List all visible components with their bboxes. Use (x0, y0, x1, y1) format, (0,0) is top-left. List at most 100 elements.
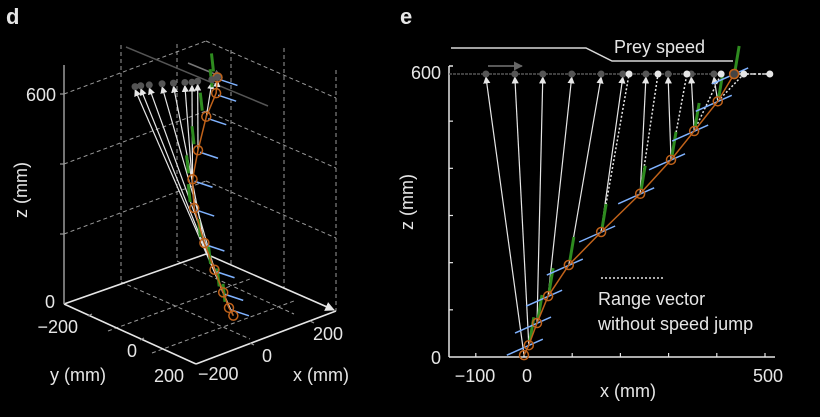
prey-point-3d (158, 80, 166, 88)
predator-point-3d (188, 202, 200, 214)
e-ticks (449, 120, 766, 357)
velocity-vector-3d (194, 180, 213, 188)
range-vector (511, 76, 530, 346)
prey-point (664, 70, 672, 78)
prey-speed-label: Prey speed (614, 37, 705, 57)
green-segment-3d (185, 155, 191, 174)
predator-path-e (523, 73, 735, 356)
panel-e: e 600 0 −100 0 500 x (mm) z (mm) Prey sp… (397, 4, 783, 401)
predator-point-3d (217, 287, 229, 298)
prey-point-3d (213, 73, 221, 81)
panel-e-marks (449, 45, 774, 361)
range-vector (547, 76, 575, 297)
green-segment-3d (186, 183, 192, 203)
green-segment (733, 45, 741, 71)
axes-3d (63, 253, 337, 365)
prey-point (597, 70, 605, 78)
panel-d: d (6, 4, 349, 386)
x-tick-200-d: 200 (313, 324, 343, 344)
green-segment (600, 203, 608, 229)
z-axis-label-e: z (mm) (397, 174, 417, 230)
velocity-vector-3d (195, 209, 215, 217)
predator-point-3d (228, 310, 239, 321)
range-vector (664, 76, 672, 160)
panel-letter-e: e (400, 4, 412, 29)
predator-point (523, 339, 535, 351)
prey-point-3d (181, 78, 189, 86)
predator-path-d (191, 77, 234, 317)
range-vector (568, 76, 604, 266)
z-tick-0-e: 0 (431, 348, 441, 368)
prey-point-3d (131, 83, 139, 91)
x-tick-neg200-d: −200 (198, 364, 239, 384)
prey-point-3d (208, 76, 216, 84)
range-vector (536, 76, 547, 324)
panel-letter-d: d (6, 4, 19, 29)
x-tick-0-d: 0 (262, 346, 272, 366)
velocity-vector-3d (216, 271, 235, 279)
prey-point (482, 70, 490, 78)
prey-point-3d (194, 77, 202, 85)
prey-point-no-jump (740, 70, 748, 78)
green-segment (568, 236, 576, 262)
velocity-vector-3d (206, 244, 225, 252)
prey-point-no-jump (625, 70, 633, 78)
predator-point-3d (192, 145, 204, 156)
range-vector-no-jump (600, 73, 630, 233)
z-tick-600-e: 600 (411, 63, 441, 83)
green-segment-3d (209, 53, 215, 72)
range-vector-3d (139, 88, 230, 309)
predator-point (712, 96, 724, 107)
prey-point-3d (169, 79, 177, 87)
prey-point-no-jump (683, 70, 691, 78)
y-axis-label-d: y (mm) (50, 365, 106, 385)
z-tick-600-d: 600 (26, 85, 56, 105)
prey-point-no-jump (654, 70, 662, 78)
prey-point (642, 70, 650, 78)
green-segment (670, 131, 678, 157)
x-axis-label-d: x (mm) (293, 365, 349, 385)
panel-d-marks (131, 53, 250, 321)
predator-point-3d (187, 174, 198, 185)
prey-point-3d (188, 78, 196, 86)
predator-point (518, 349, 530, 361)
predator-point (531, 317, 543, 329)
range-vector (688, 76, 696, 132)
green-segment-3d (190, 126, 196, 145)
range-vector (483, 76, 525, 356)
z-axis-label-d: z (mm) (11, 162, 31, 218)
range-vector (639, 76, 650, 194)
legend-range-vector-line1: Range vector (598, 289, 705, 309)
prey-point-no-jump (766, 70, 774, 78)
prey-speed-callout-line (451, 47, 733, 62)
velocity-vector-3d (224, 293, 244, 302)
x-tick-0-e: 0 (522, 366, 532, 386)
velocity-vector-3d (219, 78, 238, 87)
predator-point-3d (199, 237, 210, 249)
predator-point-3d (201, 111, 212, 122)
predator-point-3d (210, 87, 222, 99)
y-tick-0-d: 0 (127, 341, 137, 361)
prey-point (539, 70, 547, 78)
predator-point (563, 259, 575, 271)
predator-point-3d (223, 302, 235, 314)
prey-path-d (125, 46, 269, 107)
predator-point-3d (209, 264, 220, 276)
range-vector-3d (205, 81, 215, 117)
y-tick-neg200-d: −200 (37, 317, 78, 337)
green-segment (639, 165, 647, 191)
predator-point (688, 125, 700, 137)
predator-point (665, 154, 677, 166)
prey-point (619, 70, 627, 78)
prey-point (710, 70, 718, 78)
x-tick-500-e: 500 (753, 366, 783, 386)
grid-3d (63, 40, 337, 354)
predator-point (542, 290, 554, 302)
predator-point (634, 188, 646, 200)
green-segment-3d (198, 92, 204, 111)
velocity-vector-3d (217, 94, 237, 102)
prey-point-3d (137, 82, 145, 90)
capture-point (728, 68, 740, 80)
green-segment (693, 102, 701, 128)
